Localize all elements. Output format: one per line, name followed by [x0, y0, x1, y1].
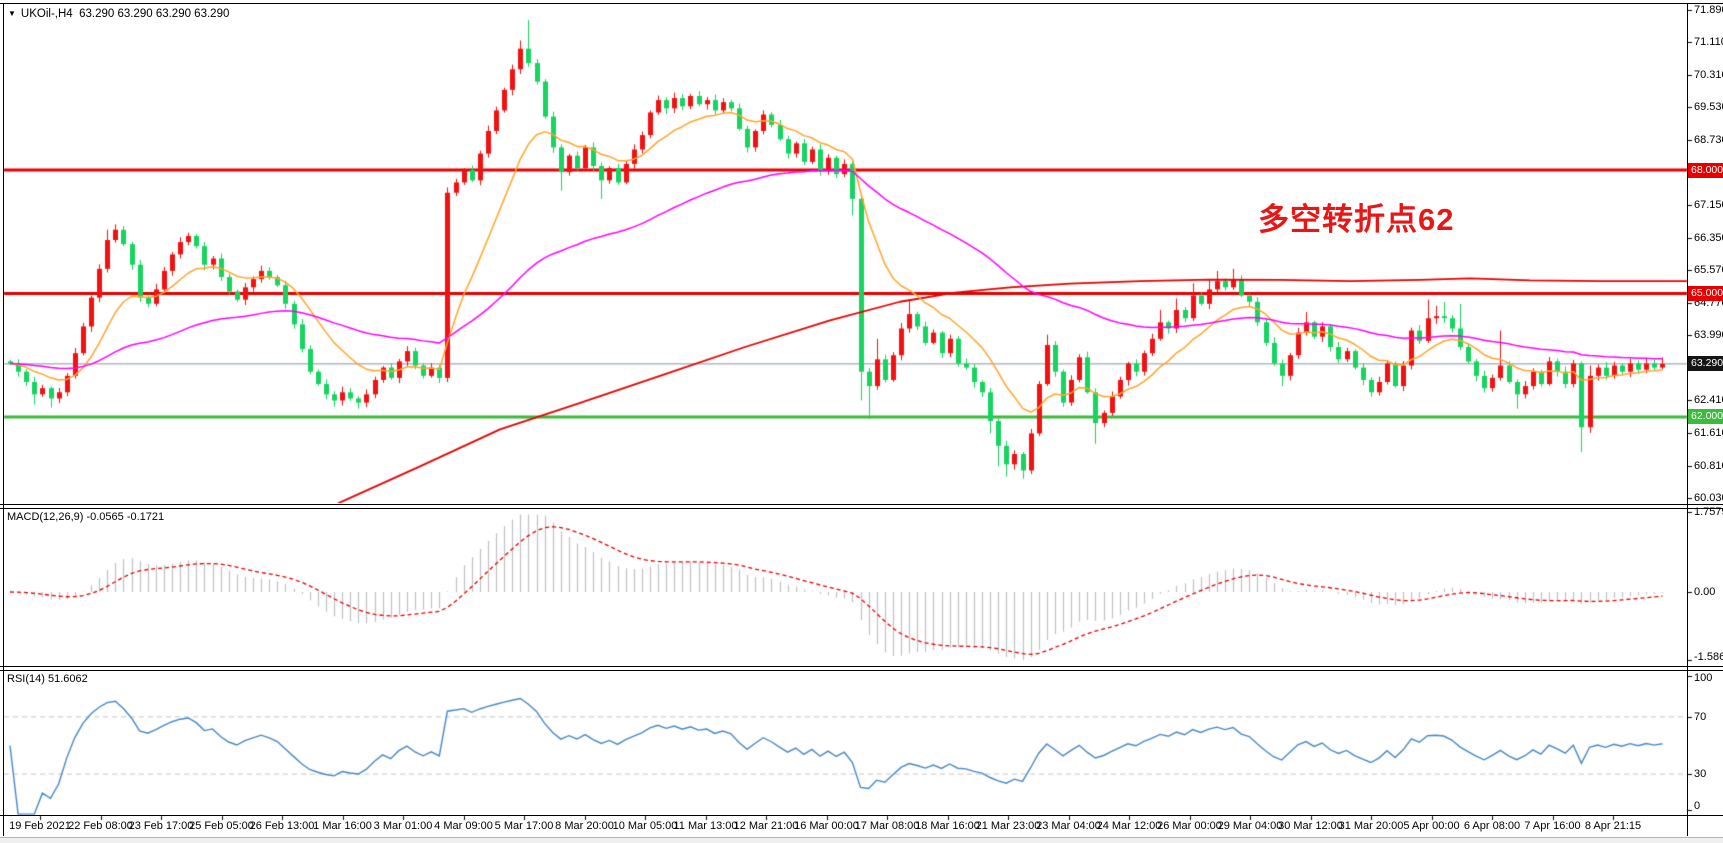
price-tick-label: 65.570	[1694, 264, 1723, 277]
price-tick-label: 63.990	[1694, 329, 1723, 342]
time-label: 23 Feb 17:00	[128, 820, 194, 832]
panel-separator-rsi-2[interactable]	[0, 670, 1723, 671]
time-label: 19 Feb 2021	[9, 820, 71, 832]
rsi-axis-label-0: 0	[1694, 800, 1701, 812]
panel-separator-macd[interactable]	[0, 504, 1723, 505]
price-tick-label: 62.410	[1694, 394, 1723, 407]
time-label: 26 Mar 00:00	[1157, 820, 1222, 832]
time-label: 5 Apr 00:00	[1403, 820, 1460, 832]
time-label: 18 Mar 16:00	[915, 820, 980, 832]
top-border	[0, 3, 1723, 4]
macd-axis-max: 1.7579	[1694, 506, 1723, 518]
price-tick-label: 69.530	[1694, 101, 1723, 114]
chart-text-annotation: 多空转折点62	[1258, 202, 1455, 237]
chart-header-ohlc: ▼ UKOil-,H4 63.290 63.290 63.290 63.290	[8, 7, 229, 21]
time-label: 5 Mar 17:00	[494, 820, 554, 832]
price-tick-label: 60.030	[1694, 492, 1723, 505]
price-axis-border	[1687, 3, 1688, 836]
time-label: 8 Apr 21:15	[1584, 820, 1642, 832]
time-axis-border	[0, 815, 1723, 816]
time-label: 6 Apr 08:00	[1463, 820, 1521, 832]
time-label: 30 Mar 12:00	[1278, 820, 1343, 832]
time-label: 4 Mar 09:00	[434, 820, 493, 832]
time-label: 17 Mar 08:00	[854, 820, 920, 832]
time-label: 8 Mar 20:00	[555, 820, 614, 832]
panel-separator-rsi[interactable]	[0, 666, 1723, 667]
time-label: 26 Feb 13:00	[249, 820, 315, 832]
price-badge-65.000: 65.000	[1688, 286, 1723, 302]
macd-indicator-label: MACD(12,26,9) -0.0565 -0.1721	[7, 511, 165, 523]
price-tick-label: 66.350	[1694, 231, 1723, 244]
time-label: 22 Feb 08:00	[68, 820, 133, 832]
rsi-axis-label-100: 100	[1694, 672, 1713, 684]
price-badge-62.000: 62.000	[1688, 409, 1723, 425]
window-bottom-strip	[0, 837, 1723, 843]
time-label: 25 Feb 05:00	[189, 820, 254, 832]
collapse-ohlc-icon[interactable]: ▼	[8, 9, 16, 18]
price-tick-label: 67.150	[1694, 199, 1723, 212]
price-badge-68.000: 68.000	[1688, 162, 1723, 178]
price-tick-label: 61.610	[1694, 427, 1723, 440]
macd-axis-zero: 0.00	[1694, 586, 1716, 598]
time-label: 31 Mar 20:00	[1338, 820, 1404, 832]
time-label: 3 Mar 01:00	[373, 820, 433, 832]
time-label: 24 Mar 12:00	[1096, 820, 1162, 832]
time-label: 29 Mar 04:00	[1217, 820, 1283, 832]
time-label: 16 Mar 00:00	[794, 820, 859, 832]
time-label: 21 Mar 23:00	[975, 820, 1041, 832]
rsi-indicator-label: RSI(14) 51.6062	[7, 673, 88, 685]
rsi-axis-label-70: 70	[1694, 710, 1707, 723]
macd-axis-min: -1.5867	[1694, 651, 1723, 663]
price-tick-label: 68.730	[1694, 134, 1723, 147]
time-label: 10 Mar 05:00	[612, 820, 678, 832]
symbol-timeframe-label: UKOil-,H4	[20, 8, 73, 20]
price-tick-label: 71.890	[1694, 4, 1723, 16]
time-label: 7 Apr 16:00	[1524, 820, 1581, 832]
time-label: 23 Mar 04:00	[1036, 820, 1101, 832]
time-label: 11 Mar 13:00	[673, 820, 738, 832]
ohlc-quotes: 63.290 63.290 63.290 63.290	[79, 8, 230, 20]
time-label: 12 Mar 21:00	[733, 820, 799, 832]
time-label: 1 Mar 16:00	[313, 820, 372, 832]
price-tick-label: 71.110	[1694, 36, 1723, 49]
price-tick-label: 70.310	[1694, 69, 1723, 82]
price-tick-label: 60.810	[1694, 459, 1723, 472]
price-badge-63.290: 63.290	[1688, 356, 1723, 372]
left-border	[3, 3, 4, 836]
panel-separator-macd-2[interactable]	[0, 508, 1723, 509]
rsi-axis-label-30: 30	[1694, 768, 1707, 781]
